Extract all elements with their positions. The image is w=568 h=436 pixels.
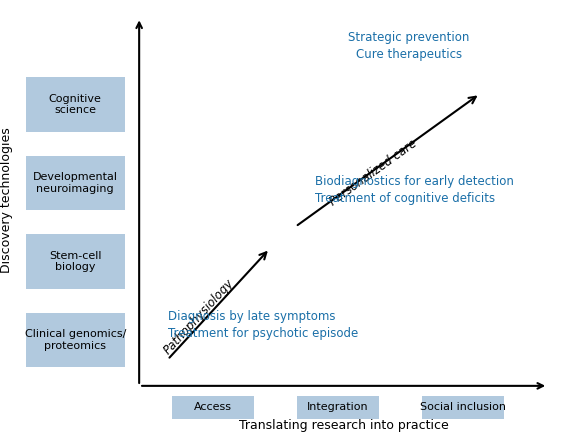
Text: Strategic prevention
Cure therapeutics: Strategic prevention Cure therapeutics [348, 31, 470, 61]
Text: Access: Access [194, 402, 232, 412]
Text: Cognitive
science: Cognitive science [49, 94, 102, 116]
Text: Diagnosis by late symptoms
Treatment for psychotic episode: Diagnosis by late symptoms Treatment for… [168, 310, 358, 340]
Text: Translating research into practice: Translating research into practice [239, 419, 449, 432]
Text: Clinical genomics/
proteomics: Clinical genomics/ proteomics [24, 329, 126, 351]
Text: Pathophysiology: Pathophysiology [161, 276, 236, 357]
Text: Biodiagnostics for early detection
Treatment of cognitive deficits: Biodiagnostics for early detection Treat… [315, 175, 514, 204]
FancyBboxPatch shape [26, 78, 125, 132]
Text: Personalized care: Personalized care [327, 136, 420, 208]
FancyBboxPatch shape [26, 156, 125, 211]
FancyBboxPatch shape [26, 313, 125, 367]
Text: Stem-cell
biology: Stem-cell biology [49, 251, 102, 272]
Text: Developmental
neuroimaging: Developmental neuroimaging [33, 172, 118, 194]
FancyBboxPatch shape [26, 235, 125, 289]
Text: Social inclusion: Social inclusion [420, 402, 506, 412]
FancyBboxPatch shape [421, 396, 504, 419]
Text: Integration: Integration [307, 402, 369, 412]
Text: Discovery technologies: Discovery technologies [1, 128, 13, 273]
FancyBboxPatch shape [296, 396, 379, 419]
FancyBboxPatch shape [172, 396, 254, 419]
